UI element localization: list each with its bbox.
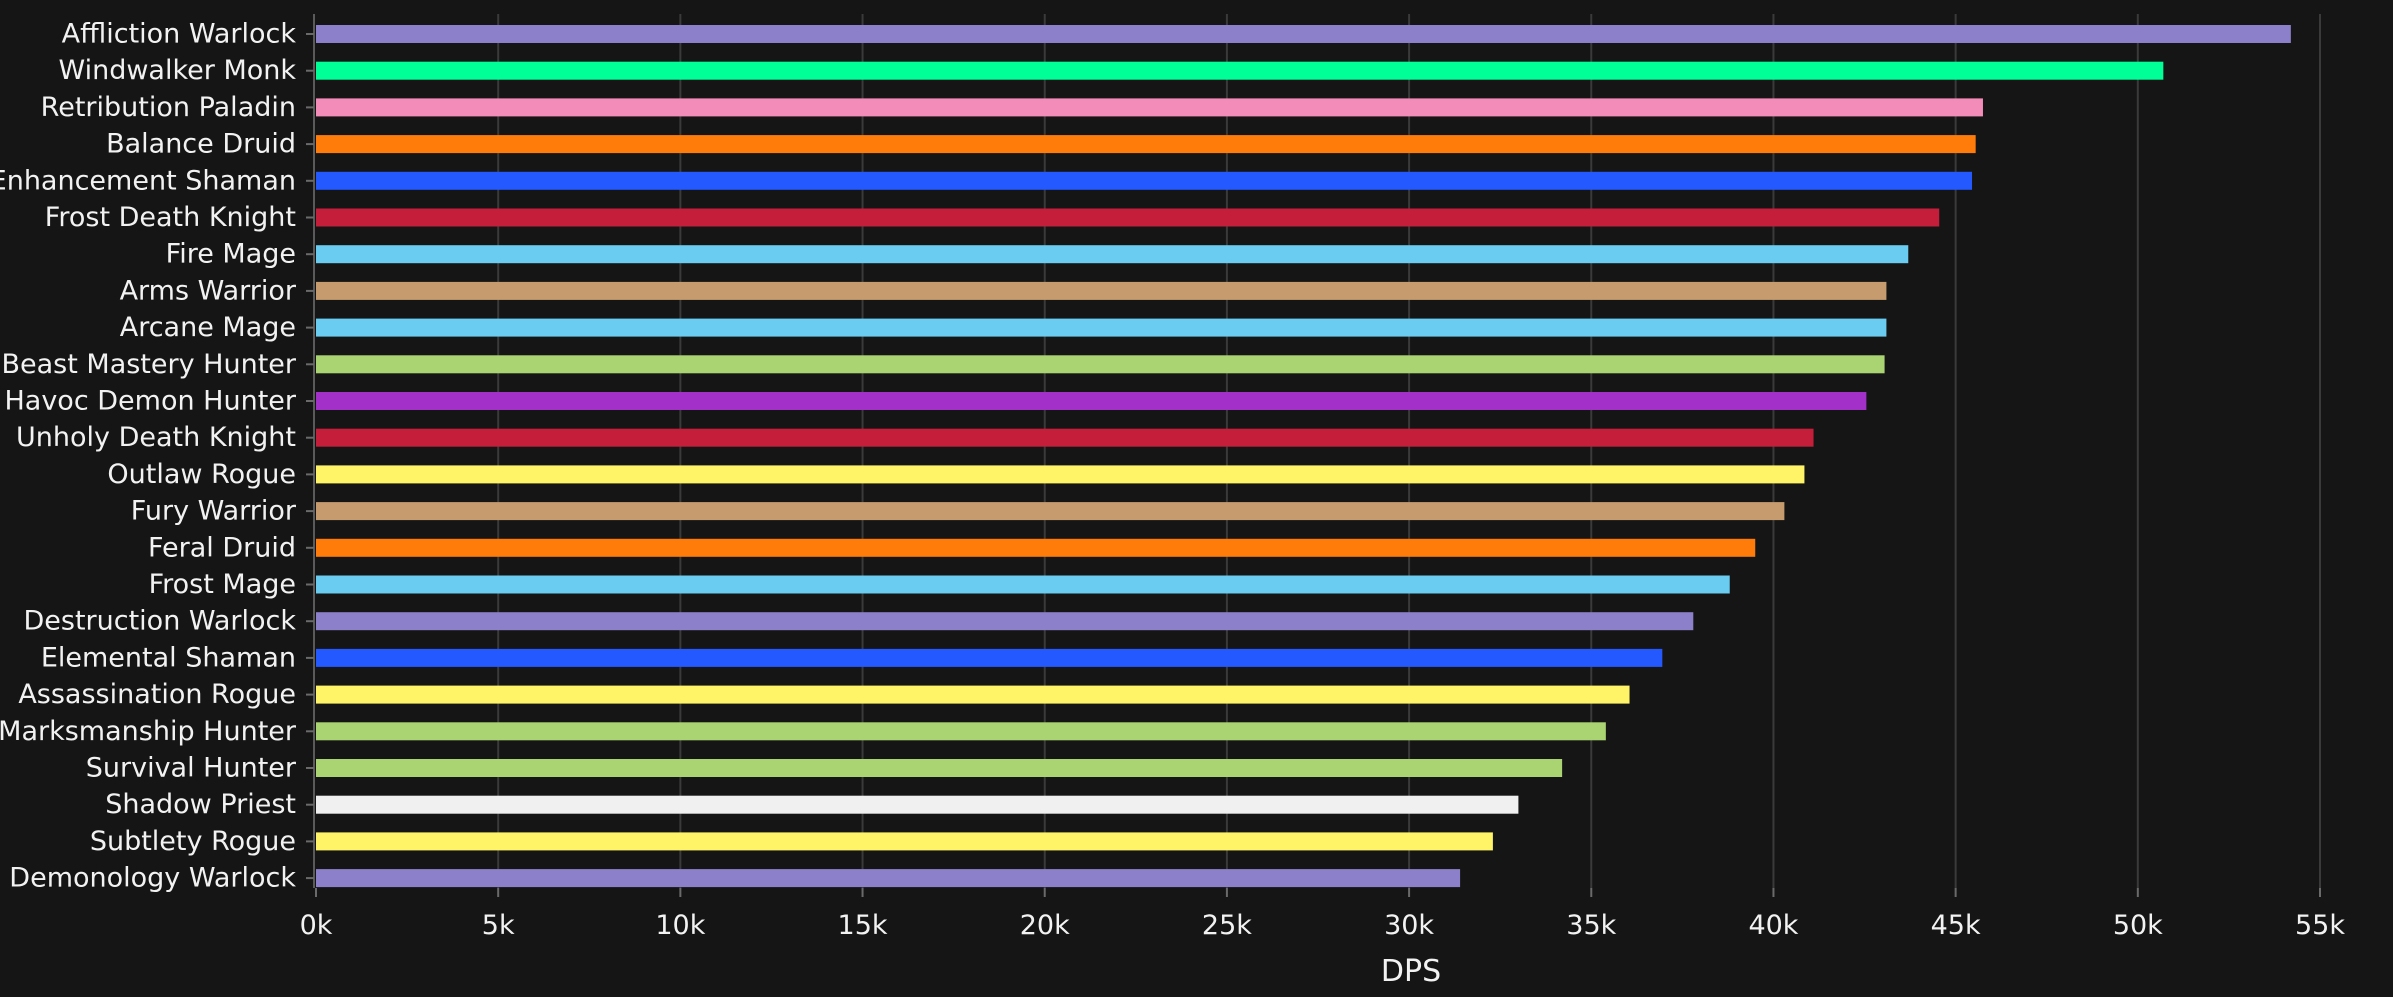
- category-label: Shadow Priest: [105, 789, 296, 820]
- x-tick-label: 10k: [655, 910, 705, 941]
- x-tick-label: 50k: [2113, 910, 2163, 941]
- bar: [316, 795, 1519, 814]
- x-tick-label: 25k: [1202, 910, 1252, 941]
- bar: [316, 869, 1461, 888]
- category-label: Unholy Death Knight: [16, 422, 296, 453]
- x-tick-label: 45k: [1931, 910, 1981, 941]
- category-label: Elemental Shaman: [41, 642, 296, 673]
- x-tick-label: 35k: [1566, 910, 1616, 941]
- category-label: Arcane Mage: [120, 312, 296, 343]
- bar: [316, 281, 1887, 300]
- bar: [316, 428, 1814, 447]
- category-label: Subtlety Rogue: [90, 826, 296, 857]
- bar: [316, 648, 1663, 667]
- category-label: Demonology Warlock: [9, 863, 296, 894]
- bar: [316, 832, 1493, 851]
- x-tick-label: 40k: [1748, 910, 1798, 941]
- x-axis-title: DPS: [1381, 954, 1441, 989]
- category-label: Fury Warrior: [131, 496, 297, 527]
- bar: [316, 685, 1630, 704]
- bar: [316, 538, 1756, 557]
- bars: [316, 25, 2291, 888]
- bar: [316, 98, 1983, 117]
- bar: [316, 759, 1563, 777]
- x-tick-label: 15k: [838, 910, 888, 941]
- bar: [316, 318, 1887, 337]
- bar: [316, 171, 1973, 190]
- category-label: Affliction Warlock: [62, 19, 297, 50]
- bar: [316, 502, 1785, 521]
- bar: [316, 208, 1940, 227]
- bar: [316, 61, 2164, 80]
- category-label: Assassination Rogue: [18, 679, 296, 710]
- bar: [316, 575, 1730, 594]
- bar: [316, 612, 1694, 631]
- category-label: Beast Mastery Hunter: [1, 349, 296, 380]
- x-tick-label: 5k: [482, 910, 515, 941]
- category-label: Balance Druid: [106, 129, 296, 160]
- bar: [316, 465, 1805, 484]
- x-tick-label: 20k: [1020, 910, 1070, 941]
- bar: [316, 392, 1867, 410]
- bar: [316, 722, 1606, 741]
- bar: [316, 355, 1885, 374]
- category-label: Marksmanship Hunter: [0, 716, 297, 747]
- bar: [316, 245, 1909, 264]
- category-label: Destruction Warlock: [23, 606, 296, 637]
- bar: [316, 25, 2291, 43]
- category-label: Survival Hunter: [86, 753, 297, 784]
- x-tick-label: 0k: [300, 910, 333, 941]
- category-label: Retribution Paladin: [41, 92, 296, 123]
- x-tick-label: 55k: [2295, 910, 2345, 941]
- category-label: Frost Death Knight: [45, 202, 296, 233]
- category-label: Havoc Demon Hunter: [4, 386, 296, 417]
- category-label: Outlaw Rogue: [107, 459, 296, 490]
- x-tick-label: 30k: [1384, 910, 1434, 941]
- category-label: Fire Mage: [166, 239, 296, 270]
- category-label: Feral Druid: [148, 532, 296, 563]
- grid-lines: [497, 14, 2321, 888]
- x-tick-labels: 0k 5k 10k 15k 20k 25k 30k 35k 40k 45k 50k 55k: [300, 910, 2346, 941]
- category-label: Arms Warrior: [120, 275, 297, 306]
- axes: [306, 14, 2321, 897]
- bar: [316, 135, 1976, 154]
- category-label: Enhancement Shaman: [0, 165, 296, 196]
- category-labels: Affliction Warlock Windwalker Monk Retribu…: [0, 19, 297, 894]
- category-label: Windwalker Monk: [58, 55, 296, 86]
- category-label: Frost Mage: [149, 569, 296, 600]
